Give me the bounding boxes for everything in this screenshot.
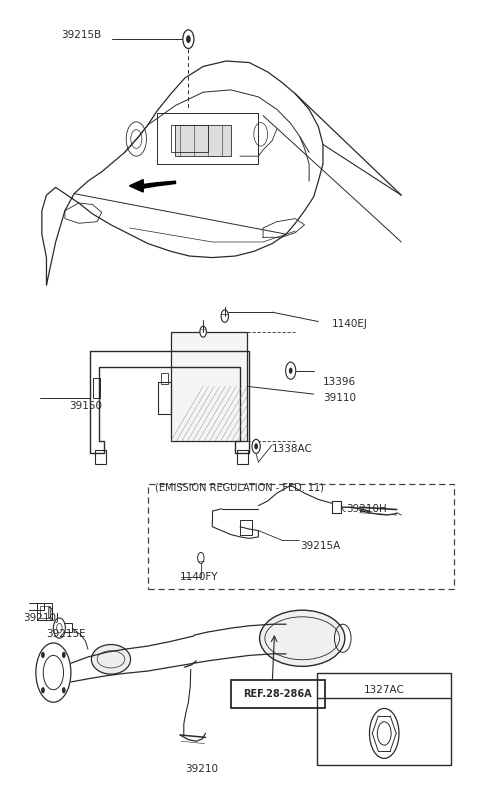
- Text: 39150: 39150: [69, 401, 102, 411]
- Bar: [240, 521, 252, 535]
- Bar: [317, 673, 451, 765]
- Text: 39215E: 39215E: [47, 629, 86, 638]
- Text: 1327AC: 1327AC: [364, 685, 405, 695]
- Circle shape: [252, 439, 260, 454]
- Text: 1338AC: 1338AC: [272, 443, 313, 454]
- Circle shape: [289, 368, 292, 374]
- Text: 39210J: 39210J: [24, 613, 60, 623]
- Circle shape: [41, 652, 45, 658]
- Ellipse shape: [260, 611, 345, 666]
- Text: 39215A: 39215A: [300, 541, 340, 551]
- Text: 13396: 13396: [323, 377, 356, 388]
- Circle shape: [221, 310, 228, 322]
- Bar: [171, 125, 208, 152]
- Text: 39110: 39110: [323, 393, 356, 403]
- Text: 1140FY: 1140FY: [180, 572, 218, 583]
- Circle shape: [183, 29, 194, 49]
- Text: (EMISSION REGULATION - FED. 11): (EMISSION REGULATION - FED. 11): [155, 482, 324, 493]
- Text: 39210H: 39210H: [346, 504, 387, 513]
- Bar: [176, 125, 231, 156]
- Bar: [161, 373, 168, 384]
- Bar: [39, 606, 50, 618]
- Circle shape: [53, 618, 65, 638]
- Polygon shape: [139, 181, 176, 189]
- Circle shape: [200, 326, 206, 338]
- FancyBboxPatch shape: [231, 681, 325, 708]
- Ellipse shape: [91, 645, 131, 674]
- Circle shape: [41, 687, 45, 693]
- Bar: [64, 622, 72, 632]
- Text: 1140EJ: 1140EJ: [332, 319, 368, 329]
- Bar: [171, 332, 247, 441]
- Bar: [148, 484, 454, 589]
- Circle shape: [286, 362, 296, 379]
- Text: REF.28-286A: REF.28-286A: [243, 689, 312, 699]
- Bar: [237, 451, 248, 464]
- Circle shape: [186, 35, 191, 43]
- Text: 39210: 39210: [185, 763, 218, 774]
- Bar: [95, 451, 107, 464]
- Polygon shape: [130, 180, 143, 192]
- Circle shape: [62, 687, 66, 693]
- Circle shape: [198, 552, 204, 564]
- Circle shape: [254, 443, 258, 450]
- Circle shape: [370, 708, 399, 759]
- Text: 39215B: 39215B: [61, 30, 102, 41]
- Bar: [37, 603, 52, 620]
- Bar: [94, 379, 100, 398]
- Circle shape: [62, 652, 66, 658]
